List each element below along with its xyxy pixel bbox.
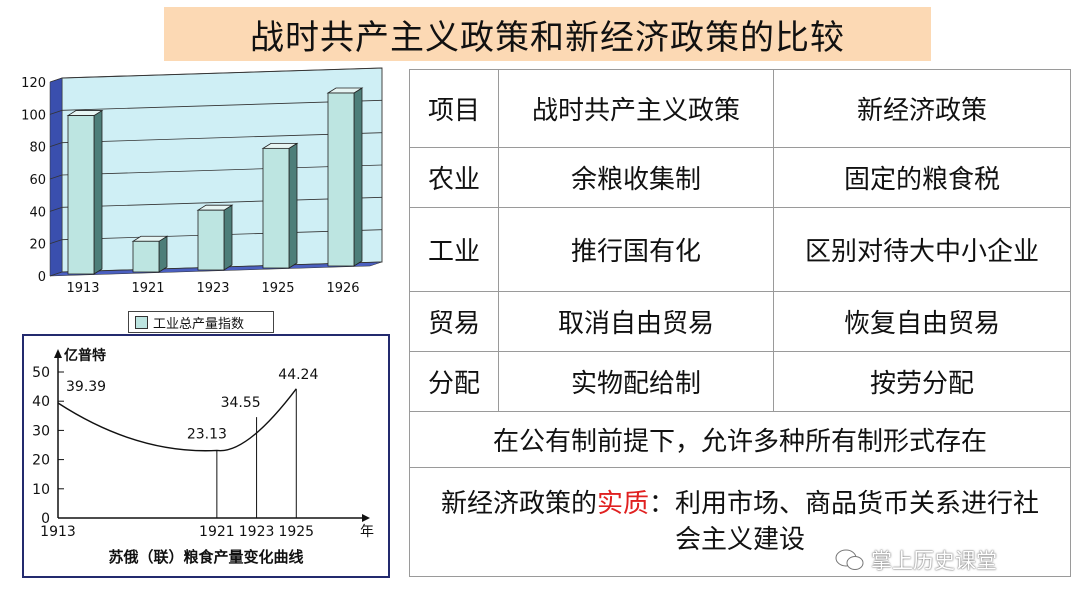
y-tick-label: 40 (29, 205, 46, 220)
y-tick-label: 50 (32, 365, 50, 381)
x-tick-label: 1925 (261, 281, 294, 296)
essence-cell: 新经济政策的实质：利用市场、商品货币关系进行社会主义建设 (409, 467, 1071, 577)
essence-prefix: 新经济政策的 (440, 489, 597, 519)
essence-text: ：利用市场、商品货币关系进行社会主义建设 (649, 489, 1040, 555)
y-tick-label: 80 (29, 141, 46, 156)
header-war-communism: 战时共产主义政策 (498, 69, 774, 148)
header-item: 项目 (409, 69, 499, 148)
table-row: 工业 推行国有化 区别对待大中小企业 (409, 207, 1071, 292)
row-war-communism: 余粮收集制 (498, 147, 774, 208)
row-nep: 区别对待大中小企业 (773, 207, 1071, 292)
summary-text: 在公有制前提下，允许多种所有制形式存在 (409, 411, 1071, 468)
bar-side (353, 87, 363, 267)
bar-1923 (197, 209, 225, 271)
summary-row: 在公有制前提下，允许多种所有制形式存在 (409, 411, 1071, 468)
bar-side (93, 109, 103, 275)
y-tick-label: 100 (21, 108, 46, 123)
bar-side (288, 142, 298, 269)
watermark-text: 掌上历史课堂 (871, 549, 997, 573)
y-tick-label: 40 (32, 394, 50, 410)
grain-chart-title: 苏俄（联）粮食产量变化曲线 (108, 548, 303, 566)
data-label: 44.24 (278, 367, 318, 383)
grid-line (61, 67, 383, 79)
legend-label: 工业总产量指数 (153, 316, 245, 332)
bar-1913 (67, 115, 95, 275)
bar-1925 (262, 147, 290, 269)
row-item: 分配 (409, 351, 499, 412)
policy-comparison-table: 项目 战时共产主义政策 新经济政策 农业 余粮收集制 固定的粮食税 工业 推行国… (409, 69, 1071, 577)
row-war-communism: 取消自由贸易 (498, 291, 774, 352)
grid-line (49, 239, 63, 245)
legend-swatch (135, 315, 148, 329)
grain-chart-frame: 亿普特 0 10 20 30 40 50 1913 1921 1923 1925 39.39 23… (22, 334, 390, 578)
bar-side (223, 204, 233, 271)
y-tick-label: 30 (32, 423, 50, 439)
row-item: 贸易 (409, 291, 499, 352)
x-axis-arrow (362, 514, 370, 522)
page-title: 战时共产主义政策和新经济政策的比较 (164, 7, 931, 61)
bar-chart-legend: 工业总产量指数 (128, 311, 274, 333)
essence-highlight: 实质 (596, 489, 649, 519)
x-axis-label: 年 (360, 524, 374, 540)
essence-row: 新经济政策的实质：利用市场、商品货币关系进行社会主义建设 (409, 467, 1071, 577)
y-tick-label: 20 (29, 238, 46, 253)
row-nep: 按劳分配 (773, 351, 1071, 412)
table-row: 分配 实物配给制 按劳分配 (409, 351, 1071, 412)
x-tick-label: 1926 (326, 281, 359, 296)
industry-bar-chart: 0 20 40 60 80 100 120 1913 1921 1923 1925 1926 (21, 67, 383, 296)
watermark: 掌上历史课堂 (835, 545, 997, 575)
grid-line (49, 142, 63, 148)
data-label: 23.13 (187, 426, 227, 442)
x-tick-label: 1921 (199, 524, 235, 540)
grid-line (49, 271, 63, 277)
x-tick-label: 1923 (239, 524, 275, 540)
bar-1921 (132, 240, 160, 273)
grid-line (49, 174, 63, 180)
row-item: 工业 (409, 207, 499, 292)
y-tick-label: 0 (38, 270, 46, 285)
table-row: 农业 余粮收集制 固定的粮食税 (409, 147, 1071, 208)
y-tick-label: 0 (41, 511, 50, 527)
table-header-row: 项目 战时共产主义政策 新经济政策 (409, 69, 1071, 148)
row-nep: 固定的粮食税 (773, 147, 1071, 208)
row-nep: 恢复自由贸易 (773, 291, 1071, 352)
bar-1926 (327, 92, 355, 267)
row-war-communism: 实物配给制 (498, 351, 774, 412)
x-tick-label: 1925 (278, 524, 314, 540)
x-tick-label: 1923 (196, 281, 229, 296)
x-tick-label: 1921 (131, 281, 164, 296)
data-label: 34.55 (221, 395, 261, 411)
y-axis-label: 亿普特 (64, 347, 106, 364)
y-tick-label: 120 (21, 76, 46, 91)
grain-curve (57, 388, 297, 452)
grid-line (49, 77, 63, 83)
row-item: 农业 (409, 147, 499, 208)
y-tick-label: 20 (32, 453, 50, 469)
x-tick-label: 1913 (66, 281, 99, 296)
x-tick-label: 1913 (40, 524, 76, 540)
grid-line (49, 206, 63, 212)
table-row: 贸易 取消自由贸易 恢复自由贸易 (409, 291, 1071, 352)
y-axis-arrow (54, 349, 62, 358)
data-label: 39.39 (66, 379, 106, 395)
grain-line-chart: 亿普特 0 10 20 30 40 50 1913 1921 1923 1925 39.39 23… (32, 347, 374, 566)
header-nep: 新经济政策 (773, 69, 1071, 148)
y-tick-label: 60 (29, 173, 46, 188)
y-tick-label: 10 (32, 482, 50, 498)
grid-line (49, 109, 63, 115)
bar-side (158, 235, 168, 273)
wechat-icon (835, 549, 864, 570)
row-war-communism: 推行国有化 (498, 207, 774, 292)
